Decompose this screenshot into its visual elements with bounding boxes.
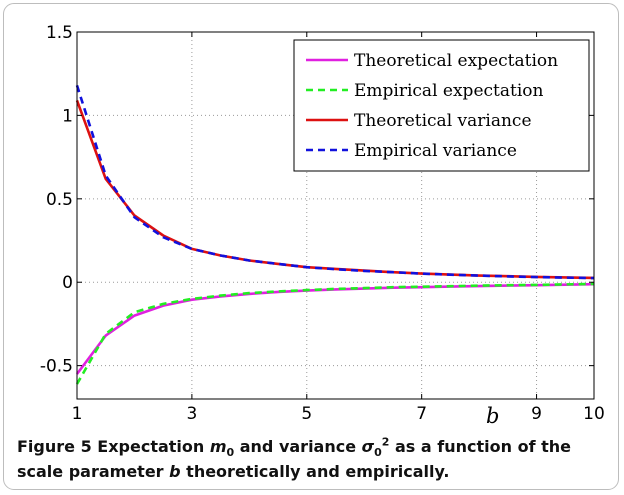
figure-label: Figure 5 <box>17 437 92 456</box>
y-tick-label: 1 <box>62 106 73 126</box>
legend-entry: Theoretical variance <box>354 111 532 131</box>
x-axis-label: b <box>486 404 499 428</box>
y-tick-label: 1.5 <box>46 23 73 43</box>
y-tick-label: 0.5 <box>46 190 73 210</box>
series-line <box>75 282 595 385</box>
sigma-symbol: σ <box>361 437 375 456</box>
legend-entry: Theoretical expectation <box>354 51 558 71</box>
x-tick-label: 10 <box>583 404 605 424</box>
legend: Theoretical expectation Empirical expecta… <box>293 39 590 172</box>
series-line <box>75 85 595 280</box>
legend-entry: Empirical expectation <box>354 81 543 101</box>
axis-ticks: 1 3 5 7 9 10 -0.5 0 0.5 1 1.5 <box>40 23 605 424</box>
m-symbol: m <box>209 437 227 456</box>
x-tick-label: 5 <box>301 404 312 424</box>
b-symbol: b <box>169 462 181 481</box>
figure-caption: Figure 5 Expectation m0 and variance σ02… <box>17 435 571 481</box>
x-tick-label: 3 <box>186 404 197 424</box>
figure-card: 1 3 5 7 9 10 -0.5 0 0.5 1 1.5 b Theoretical expect… <box>3 3 619 490</box>
legend-entry: Empirical variance <box>354 141 517 161</box>
y-tick-label: 0 <box>62 273 73 293</box>
x-tick-label: 9 <box>531 404 542 424</box>
line-chart: 1 3 5 7 9 10 -0.5 0 0.5 1 1.5 b Theoretical expect… <box>40 23 605 428</box>
x-tick-label: 1 <box>72 404 83 424</box>
y-tick-label: -0.5 <box>40 357 73 377</box>
series-lines <box>75 85 595 385</box>
x-tick-label: 7 <box>416 404 427 424</box>
plot-frame <box>76 31 595 400</box>
